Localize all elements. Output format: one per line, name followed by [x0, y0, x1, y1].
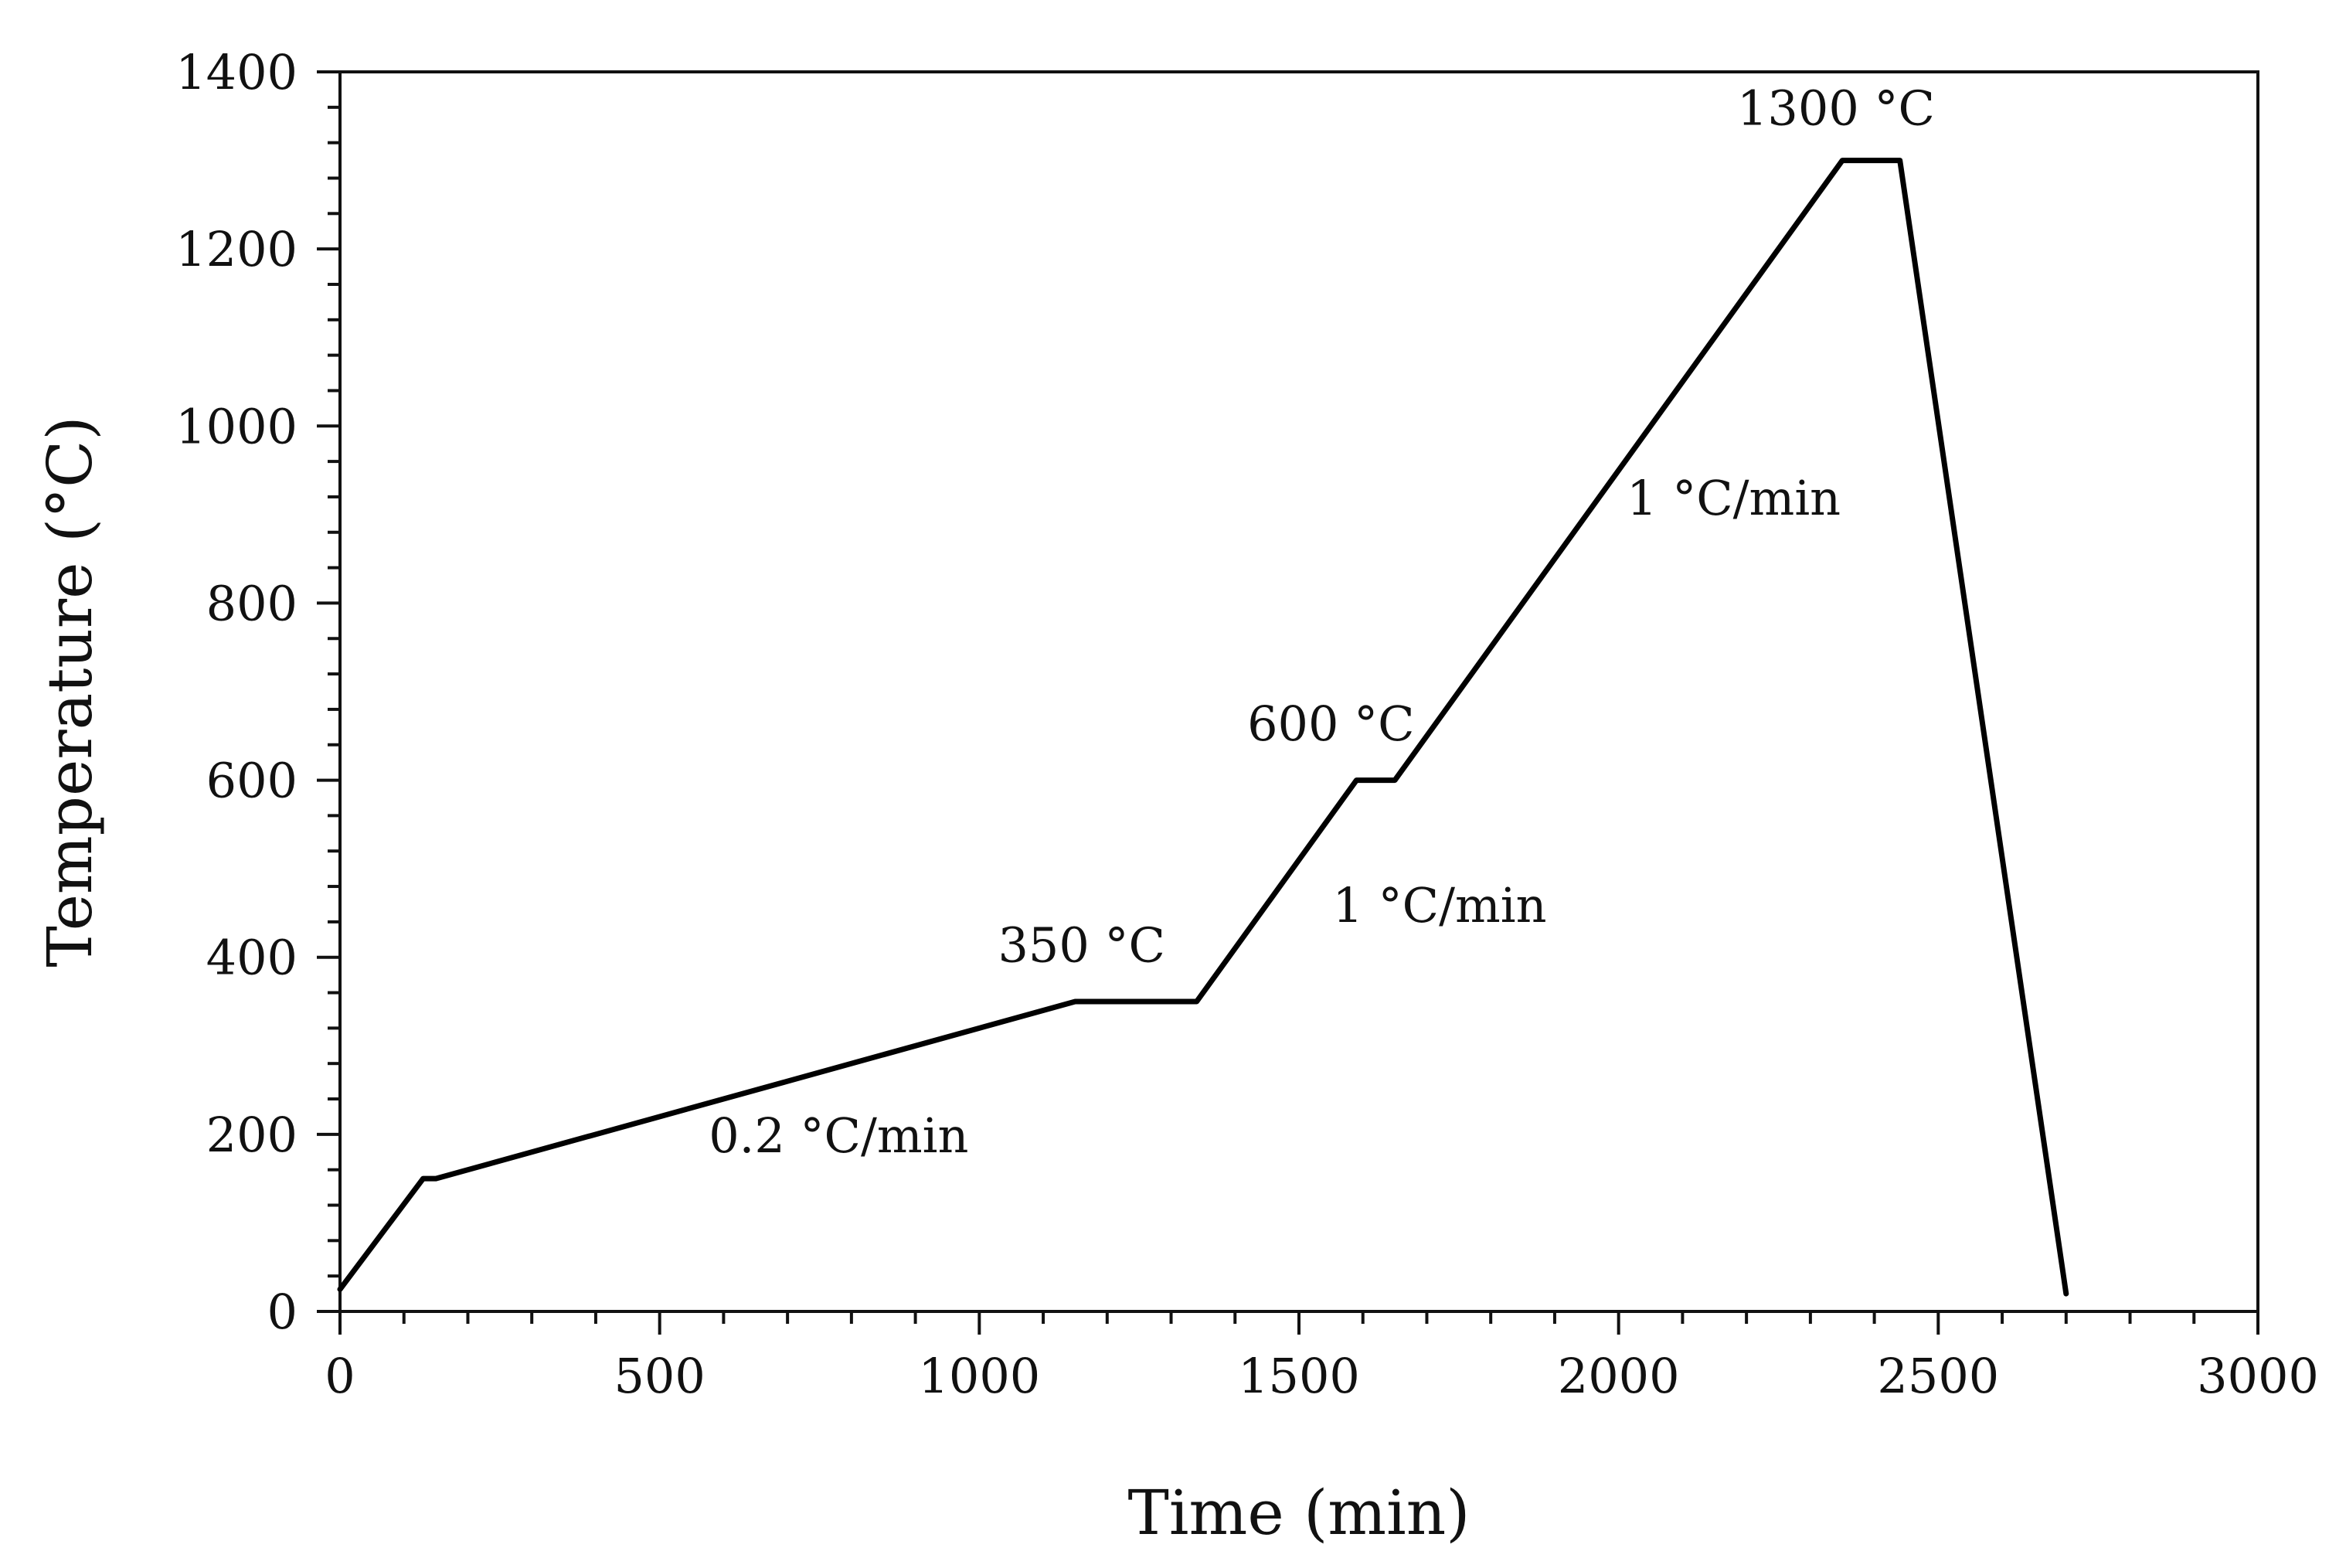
major-ticks — [317, 70, 2259, 1335]
x-tick-label: 1500 — [1238, 1348, 1360, 1404]
y-tick-label: 1000 — [175, 398, 298, 454]
y-tick-label: 600 — [206, 753, 298, 809]
annotation-label: 350 °C — [998, 917, 1165, 973]
annotation-label: 1 °C/min — [1627, 470, 1841, 526]
y-tick-label: 1400 — [175, 44, 298, 100]
y-tick-label: 400 — [206, 930, 298, 986]
y-tick-label: 1200 — [175, 221, 298, 277]
series-line — [337, 158, 2069, 1297]
annotations: 0.2 °C/min 350 °C 1 °C/min 600 °C 1 °C/min 13… — [709, 80, 1935, 1164]
x-tick-label: 1000 — [918, 1348, 1040, 1404]
y-tick-label: 800 — [206, 575, 298, 631]
x-axis-tick-labels: 0 500 1000 1500 2000 2500 3000 — [325, 1348, 2319, 1404]
x-tick-label: 500 — [614, 1348, 705, 1404]
series-layer — [337, 158, 2069, 1297]
x-tick-label: 3000 — [2197, 1348, 2319, 1404]
annotation-label: 1300 °C — [1737, 80, 1935, 137]
y-tick-label: 200 — [206, 1107, 298, 1163]
plot-area-frame — [338, 70, 2259, 1313]
y-axis-tick-labels: 0 200 400 600 800 1000 1200 1400 — [175, 44, 298, 1340]
y-axis-title: Temperature (°C) — [34, 416, 106, 967]
x-tick-label: 0 — [325, 1348, 355, 1404]
annotation-label: 600 °C — [1247, 696, 1415, 752]
annotation-label: 0.2 °C/min — [709, 1107, 968, 1164]
x-axis-title: Time (min) — [1128, 1477, 1470, 1549]
minor-ticks — [328, 105, 2196, 1324]
annotation-label: 1 °C/min — [1332, 877, 1546, 934]
x-tick-label: 2500 — [1877, 1348, 1999, 1404]
y-tick-label: 0 — [267, 1284, 298, 1340]
x-tick-label: 2000 — [1558, 1348, 1680, 1404]
